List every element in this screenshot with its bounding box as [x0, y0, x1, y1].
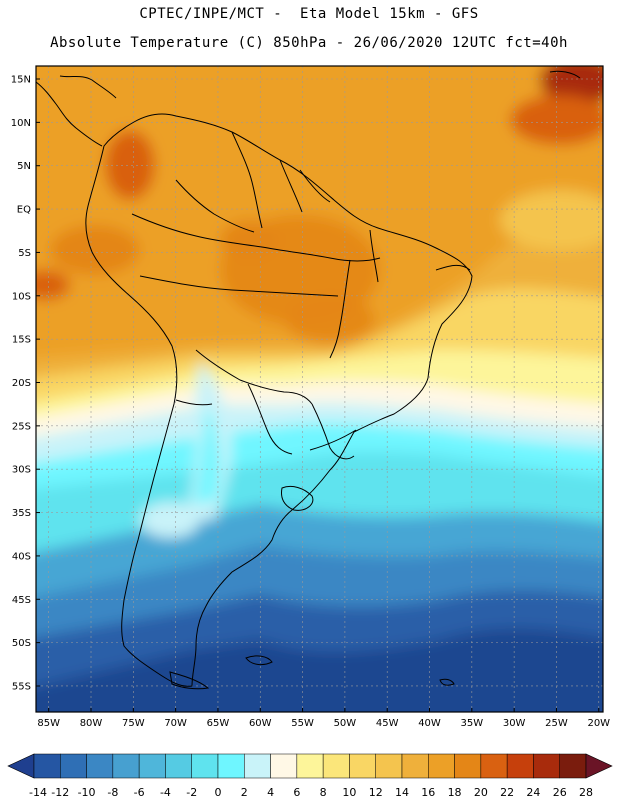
colorbar-label: 22: [500, 786, 514, 799]
lon-label: 80W: [80, 718, 103, 729]
lat-label: 10S: [12, 291, 31, 302]
colorbar-swatch: [86, 753, 114, 779]
colorbar-swatch: [191, 753, 219, 779]
temperature-field: [36, 66, 603, 712]
lon-label: 35W: [461, 718, 484, 729]
lon-label: 85W: [37, 718, 60, 729]
longitude-axis: 85W 80W 75W 70W 65W 60W 55W 50W 45W 40W 35W 30W 25W 2…: [37, 708, 610, 729]
colorbar-swatch: [401, 753, 429, 779]
colorbar-label: -2: [186, 786, 197, 799]
latitude-axis: 15N 10N 5N EQ 5S 10S 15S 20S 25S 30S 35S 40S 45S 50S 5…: [11, 75, 40, 692]
colorbar-label: 8: [320, 786, 327, 799]
map-title: CPTEC/INPE/MCT - Eta Model 15km - GFS: [139, 6, 479, 22]
lat-label: 25S: [12, 421, 31, 432]
lat-label: 55S: [12, 681, 31, 692]
colorbar-label: 0: [215, 786, 222, 799]
colorbar-label: -6: [134, 786, 145, 799]
lat-label: 35S: [12, 508, 31, 519]
colorbar-swatch: [244, 753, 271, 779]
colorbar-arrow-right: [585, 753, 613, 779]
colorbar: -14 -12 -10 -8 -6 -4 -2 0 2 4 6 8 10 12 14 16 18 20 22 24 26…: [7, 753, 613, 799]
colorbar-label: -4: [160, 786, 171, 799]
colorbar-swatch: [112, 753, 140, 779]
colorbar-label: 4: [267, 786, 274, 799]
lat-label: 15S: [12, 335, 31, 346]
lon-label: 60W: [249, 718, 272, 729]
colorbar-label: 24: [526, 786, 540, 799]
colorbar-swatch: [533, 753, 560, 779]
lat-label: 30S: [12, 465, 31, 476]
colorbar-swatch: [480, 753, 508, 779]
colorbar-swatch: [270, 753, 298, 779]
lon-label: 20W: [587, 718, 610, 729]
colorbar-swatch: [322, 753, 350, 779]
colorbar-swatch: [165, 753, 192, 779]
lon-label: 65W: [207, 718, 230, 729]
colorbar-label: 26: [553, 786, 567, 799]
lon-label: 30W: [503, 718, 526, 729]
lon-label: 70W: [164, 718, 187, 729]
colorbar-swatch: [428, 753, 455, 779]
lon-label: 45W: [376, 718, 399, 729]
colorbar-swatch: [217, 753, 245, 779]
colorbar-label: 18: [448, 786, 462, 799]
colorbar-label: 6: [293, 786, 300, 799]
colorbar-swatch: [296, 753, 324, 779]
coastlines: [36, 70, 581, 690]
colorbar-label: 2: [241, 786, 248, 799]
colorbar-label: 16: [421, 786, 435, 799]
colorbar-label: 28: [579, 786, 593, 799]
colorbar-swatch: [454, 753, 482, 779]
colorbar-swatch: [33, 753, 61, 779]
lat-label: 45S: [12, 595, 31, 606]
colorbar-label: -10: [78, 786, 96, 799]
lat-label: 20S: [12, 378, 31, 389]
colorbar-swatch: [506, 753, 534, 779]
colorbar-label: 12: [369, 786, 383, 799]
lon-label: 50W: [334, 718, 357, 729]
map-subtitle: Absolute Temperature (C) 850hPa - 26/06/…: [50, 35, 568, 51]
lon-label: 40W: [418, 718, 441, 729]
colorbar-label: 14: [395, 786, 409, 799]
plot-frame: [35, 65, 604, 713]
lon-label: 25W: [545, 718, 568, 729]
colorbar-label: 20: [474, 786, 488, 799]
colorbar-label: 10: [342, 786, 356, 799]
colorbar-swatch: [138, 753, 166, 779]
colorbar-swatch: [559, 753, 587, 779]
lat-label: 15N: [11, 75, 31, 86]
lat-label: 10N: [11, 118, 31, 129]
colorbar-label: -12: [51, 786, 69, 799]
lon-label: 75W: [122, 718, 145, 729]
lon-label: 55W: [291, 718, 314, 729]
lat-label: EQ: [17, 205, 31, 216]
colorbar-swatch: [349, 753, 376, 779]
lat-label: 50S: [12, 638, 31, 649]
colorbar-label: -8: [107, 786, 118, 799]
colorbar-swatch: [375, 753, 403, 779]
colorbar-label: -14: [29, 786, 47, 799]
lat-label: 5N: [17, 161, 31, 172]
colorbar-swatch: [60, 753, 87, 779]
colorbar-arrow-left: [7, 753, 35, 779]
lat-label: 40S: [12, 551, 31, 562]
lat-label: 5S: [18, 248, 31, 259]
